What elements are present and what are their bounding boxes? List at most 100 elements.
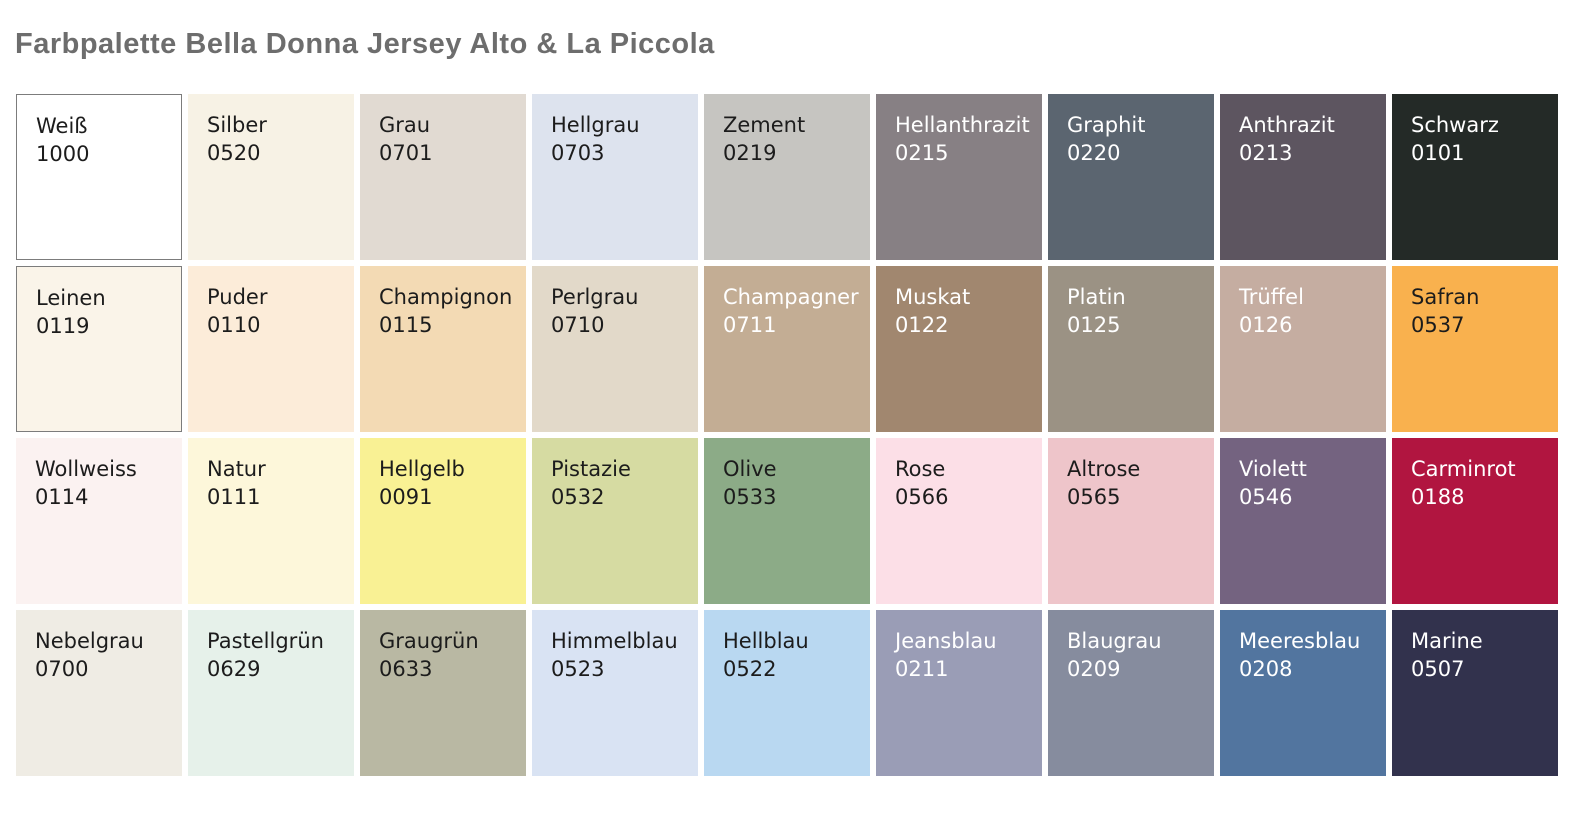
swatch-name: Pistazie — [551, 457, 631, 481]
swatch-code: 0700 — [35, 657, 89, 681]
swatch-name: Violett — [1239, 457, 1307, 481]
swatch-name: Blaugrau — [1067, 629, 1162, 653]
color-swatch: Jeansblau 0211 — [876, 610, 1042, 776]
swatch-name: Hellgrau — [551, 113, 640, 137]
swatch-name: Wollweiss — [35, 457, 137, 481]
swatch-name: Rose — [895, 457, 946, 481]
color-swatch: Nebelgrau 0700 — [16, 610, 182, 776]
swatch-code: 0633 — [379, 657, 433, 681]
color-swatch: Perlgrau 0710 — [532, 266, 698, 432]
swatch-code: 0209 — [1067, 657, 1121, 681]
color-swatch: Olive 0533 — [704, 438, 870, 604]
swatch-name: Meeresblau — [1239, 629, 1361, 653]
swatch-code: 0208 — [1239, 657, 1293, 681]
color-swatch: Schwarz 0101 — [1392, 94, 1558, 260]
swatch-name: Zement — [723, 113, 806, 137]
swatch-code: 0566 — [895, 485, 949, 509]
color-swatch: Zement 0219 — [704, 94, 870, 260]
color-swatch: Pastellgrün 0629 — [188, 610, 354, 776]
swatch-code: 0110 — [207, 313, 261, 337]
swatch-code: 0522 — [723, 657, 777, 681]
swatch-name: Leinen — [36, 286, 106, 310]
swatch-name: Carminrot — [1411, 457, 1516, 481]
color-swatch: Carminrot 0188 — [1392, 438, 1558, 604]
swatch-code: 0219 — [723, 141, 777, 165]
color-swatch: Marine 0507 — [1392, 610, 1558, 776]
swatch-name: Olive — [723, 457, 777, 481]
swatch-name: Jeansblau — [895, 629, 997, 653]
swatch-name: Puder — [207, 285, 268, 309]
swatch-code: 0520 — [207, 141, 261, 165]
color-swatch: Anthrazit 0213 — [1220, 94, 1386, 260]
swatch-name: Silber — [207, 113, 267, 137]
swatch-name: Weiß — [36, 114, 88, 138]
color-swatch: Champagner 0711 — [704, 266, 870, 432]
color-swatch: Graugrün 0633 — [360, 610, 526, 776]
swatch-name: Hellblau — [723, 629, 809, 653]
color-swatch: Platin 0125 — [1048, 266, 1214, 432]
color-swatch: Blaugrau 0209 — [1048, 610, 1214, 776]
swatch-code: 0507 — [1411, 657, 1465, 681]
color-swatch: Graphit 0220 — [1048, 94, 1214, 260]
color-swatch: Grau 0701 — [360, 94, 526, 260]
swatch-code: 0111 — [207, 485, 261, 509]
color-swatch: Meeresblau 0208 — [1220, 610, 1386, 776]
color-swatch: Violett 0546 — [1220, 438, 1386, 604]
swatch-code: 0211 — [895, 657, 949, 681]
color-swatch: Hellanthrazit 0215 — [876, 94, 1042, 260]
swatch-name: Champignon — [379, 285, 513, 309]
swatch-code: 0565 — [1067, 485, 1121, 509]
color-swatch: Safran 0537 — [1392, 266, 1558, 432]
color-swatch: Silber 0520 — [188, 94, 354, 260]
swatch-code: 0091 — [379, 485, 433, 509]
swatch-code: 0546 — [1239, 485, 1293, 509]
swatch-code: 0125 — [1067, 313, 1121, 337]
color-swatch: Hellgrau 0703 — [532, 94, 698, 260]
swatch-code: 1000 — [36, 142, 90, 166]
color-swatch: Hellblau 0522 — [704, 610, 870, 776]
color-swatch: Wollweiss 0114 — [16, 438, 182, 604]
swatch-code: 0119 — [36, 314, 90, 338]
swatch-code: 0523 — [551, 657, 605, 681]
swatch-code: 0703 — [551, 141, 605, 165]
swatch-name: Muskat — [895, 285, 971, 309]
swatch-code: 0629 — [207, 657, 261, 681]
swatch-code: 0126 — [1239, 313, 1293, 337]
swatch-code: 0532 — [551, 485, 605, 509]
color-swatch: Trüffel 0126 — [1220, 266, 1386, 432]
color-swatch: Himmelblau 0523 — [532, 610, 698, 776]
color-swatch: Pistazie 0532 — [532, 438, 698, 604]
swatch-code: 0188 — [1411, 485, 1465, 509]
swatch-name: Champagner — [723, 285, 859, 309]
swatch-name: Anthrazit — [1239, 113, 1335, 137]
swatch-code: 0122 — [895, 313, 949, 337]
color-swatch: Muskat 0122 — [876, 266, 1042, 432]
swatch-name: Nebelgrau — [35, 629, 144, 653]
swatch-name: Hellgelb — [379, 457, 465, 481]
swatch-code: 0213 — [1239, 141, 1293, 165]
swatch-name: Hellanthrazit — [895, 113, 1030, 137]
color-swatch: Puder 0110 — [188, 266, 354, 432]
color-swatch: Champignon 0115 — [360, 266, 526, 432]
color-swatch: Natur 0111 — [188, 438, 354, 604]
color-swatch: Leinen 0119 — [16, 266, 182, 432]
page-title: Farbpalette Bella Donna Jersey Alto & La… — [15, 28, 715, 60]
swatch-name: Schwarz — [1411, 113, 1499, 137]
swatch-code: 0710 — [551, 313, 605, 337]
swatch-code: 0101 — [1411, 141, 1465, 165]
swatch-name: Perlgrau — [551, 285, 639, 309]
swatch-code: 0711 — [723, 313, 777, 337]
swatch-code: 0215 — [895, 141, 949, 165]
swatch-name: Pastellgrün — [207, 629, 324, 653]
color-grid: Weiß 1000 Silber 0520 Grau 0701 Hellgrau… — [16, 94, 1558, 776]
swatch-name: Graugrün — [379, 629, 479, 653]
swatch-name: Trüffel — [1239, 285, 1304, 309]
swatch-name: Grau — [379, 113, 431, 137]
swatch-name: Natur — [207, 457, 266, 481]
swatch-name: Safran — [1411, 285, 1480, 309]
color-swatch: Rose 0566 — [876, 438, 1042, 604]
color-swatch: Altrose 0565 — [1048, 438, 1214, 604]
swatch-code: 0537 — [1411, 313, 1465, 337]
swatch-name: Graphit — [1067, 113, 1146, 137]
swatch-code: 0114 — [35, 485, 89, 509]
